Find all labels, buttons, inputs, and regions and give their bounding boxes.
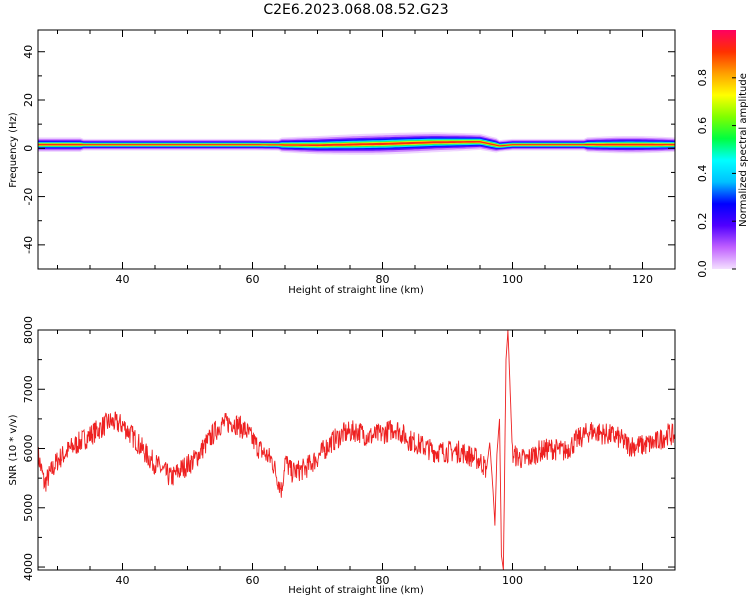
- snr-ticks: 40 60 80 100 120 8000 7000 6000 5000 4000: [22, 316, 676, 587]
- colorbar-tick-label: 0.2: [696, 212, 709, 230]
- colorbar-tick-label: 0.8: [696, 69, 709, 87]
- chart-title: C2E6.2023.068.08.52.G23: [263, 2, 448, 18]
- snr-series-line: [38, 330, 675, 570]
- snr-ytick-label: 6000: [22, 435, 35, 463]
- spectrogram-ytick-label: -20: [22, 188, 35, 206]
- spectrogram-red-core: [38, 141, 675, 147]
- snr-xtick-label: 80: [376, 574, 390, 587]
- colorbar-label: Normalized spectral amplitude: [738, 73, 749, 227]
- spectrogram-ytick-label: -40: [22, 236, 35, 254]
- spectrogram-xtick-label: 80: [376, 273, 390, 286]
- spectrogram-xtick-label: 60: [246, 273, 260, 286]
- snr-ytick-label: 5000: [22, 494, 35, 522]
- snr-panel: 40 60 80 100 120 8000 7000 6000 5000 4000 Height …: [8, 316, 676, 596]
- spectrogram-ridge: [38, 132, 675, 155]
- spectrogram-xlabel: Height of straight line (km): [288, 285, 424, 296]
- snr-ylabel: SNR (10 * v/v): [8, 414, 19, 485]
- spectrogram-ytick-label: 0: [22, 145, 35, 152]
- snr-xlabel: Height of straight line (km): [288, 585, 424, 596]
- colorbar-tick-label: 0.6: [696, 117, 709, 135]
- colorbar-gradient: [712, 30, 736, 269]
- colorbar: 0.0 0.2 0.4 0.6 0.8 Normalized spectral ampl…: [696, 30, 749, 278]
- snr-xtick-label: 40: [116, 574, 130, 587]
- spectrogram-ytick-label: 20: [22, 93, 35, 107]
- snr-xtick-label: 60: [246, 574, 260, 587]
- spectrogram-panel: 40 60 80 100 120 40 20 0 -20 -40 Height of straig…: [8, 29, 676, 296]
- spectrogram-xtick-label: 100: [502, 273, 523, 286]
- spectrogram-ticks: 40 60 80 100 120 40 20 0 -20 -40: [22, 30, 676, 286]
- snr-line-group: [38, 330, 675, 570]
- snr-ytick-label: 7000: [22, 375, 35, 403]
- snr-xtick-label: 100: [502, 574, 523, 587]
- spectrogram-ytick-label: 40: [22, 45, 35, 59]
- colorbar-tick-label: 0.4: [696, 165, 709, 183]
- snr-ytick-label: 4000: [22, 553, 35, 581]
- snr-frame: [37, 329, 676, 571]
- spectrogram-ylabel: Frequency (Hz): [8, 112, 19, 188]
- colorbar-ticks: 0.0 0.2 0.4 0.6 0.8: [696, 69, 736, 278]
- spectrogram-xtick-label: 120: [632, 273, 653, 286]
- spectrogram-frame: [37, 29, 676, 270]
- colorbar-tick-label: 0.0: [696, 260, 709, 278]
- spectrogram-xtick-label: 40: [116, 273, 130, 286]
- snr-xtick-label: 120: [632, 574, 653, 587]
- snr-ytick-label: 8000: [22, 316, 35, 344]
